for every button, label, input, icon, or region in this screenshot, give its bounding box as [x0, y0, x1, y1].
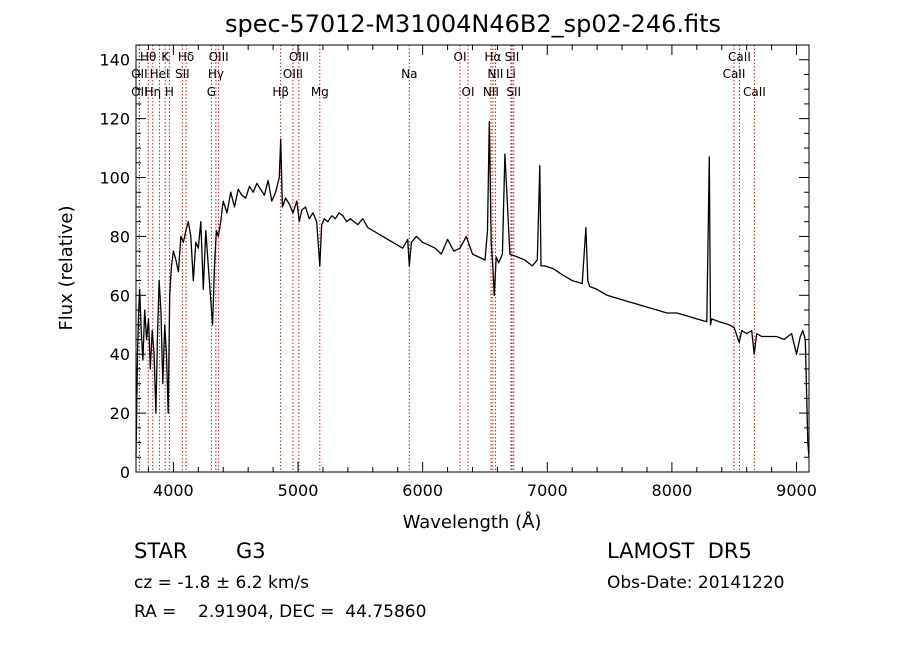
y-tick-label: 20: [110, 404, 130, 423]
spectrum-layer: [135, 120, 810, 458]
line-marker-label: Na: [401, 67, 417, 81]
line-marker-label: NII: [483, 85, 499, 99]
line-marker-label: Mg: [311, 85, 329, 99]
line-marker-label: OI: [454, 50, 467, 64]
x-tick-label: 7000: [527, 481, 568, 500]
line-marker-label: OII: [131, 85, 148, 99]
y-tick-label: 60: [110, 286, 130, 305]
x-tick-label: 9000: [776, 481, 817, 500]
line-marker-label: NII: [487, 67, 503, 81]
object-class: STAR: [134, 539, 188, 563]
y-tick-label: 100: [99, 169, 130, 188]
y-tick-label: 0: [120, 463, 130, 482]
chart-title: spec-57012-M31004N46B2_sp02-246.fits: [225, 10, 721, 38]
line-marker-label: OIII: [283, 67, 303, 81]
line-marker-label: OIII: [209, 50, 229, 64]
line-marker-label: OII: [131, 67, 148, 81]
line-marker-label: OIII: [289, 50, 309, 64]
line-marker-label: G: [207, 85, 216, 99]
line-marker-label: Hδ: [178, 50, 194, 64]
y-tick-label: 140: [99, 51, 130, 70]
line-markers: [138, 45, 755, 472]
y-tick-label: 40: [110, 345, 130, 364]
line-marker-label: SII: [506, 85, 521, 99]
line-marker-label: HeI: [150, 67, 170, 81]
line-marker-label: CaII: [728, 50, 751, 64]
line-marker-label: Hθ: [140, 50, 156, 64]
y-axis-label: Flux (relative): [56, 205, 77, 330]
y-tick-label: 120: [99, 110, 130, 129]
x-tick-label: 6000: [402, 481, 443, 500]
x-tick-label: 5000: [278, 481, 319, 500]
line-marker-label: H: [165, 85, 174, 99]
redshift-readout: cz = -1.8 ± 6.2 km/s: [134, 573, 309, 593]
line-marker-label: SII: [175, 67, 190, 81]
line-marker-label: Hη: [145, 85, 162, 99]
line-marker-label: SII: [505, 50, 520, 64]
line-marker-label: CaII: [743, 85, 766, 99]
y-tick-label: 80: [110, 227, 130, 246]
x-tick-label: 4000: [153, 481, 194, 500]
x-axis-label: Wavelength (Å): [403, 511, 542, 533]
line-marker-label: K: [161, 50, 170, 64]
line-marker-label: Hα: [484, 50, 501, 64]
line-marker-label: Hγ: [208, 67, 224, 81]
obs-date: Obs-Date: 20141220: [607, 573, 785, 593]
x-tick-label: 8000: [652, 481, 693, 500]
survey-name: LAMOST DR5: [607, 539, 752, 563]
line-marker-label: OI: [462, 85, 475, 99]
axes: 4000 5000 6000 7000 8000 9000 0 20 40 60 80 100 120 1…: [99, 44, 817, 500]
spectrum-line: [135, 120, 810, 458]
object-subclass: G3: [236, 539, 266, 563]
line-marker-label: Li: [506, 67, 516, 81]
line-marker-label: CaII: [723, 67, 746, 81]
line-marker-label: Hβ: [272, 85, 289, 99]
coordinates-readout: RA = 2.91904, DEC = 44.75860: [134, 602, 427, 622]
